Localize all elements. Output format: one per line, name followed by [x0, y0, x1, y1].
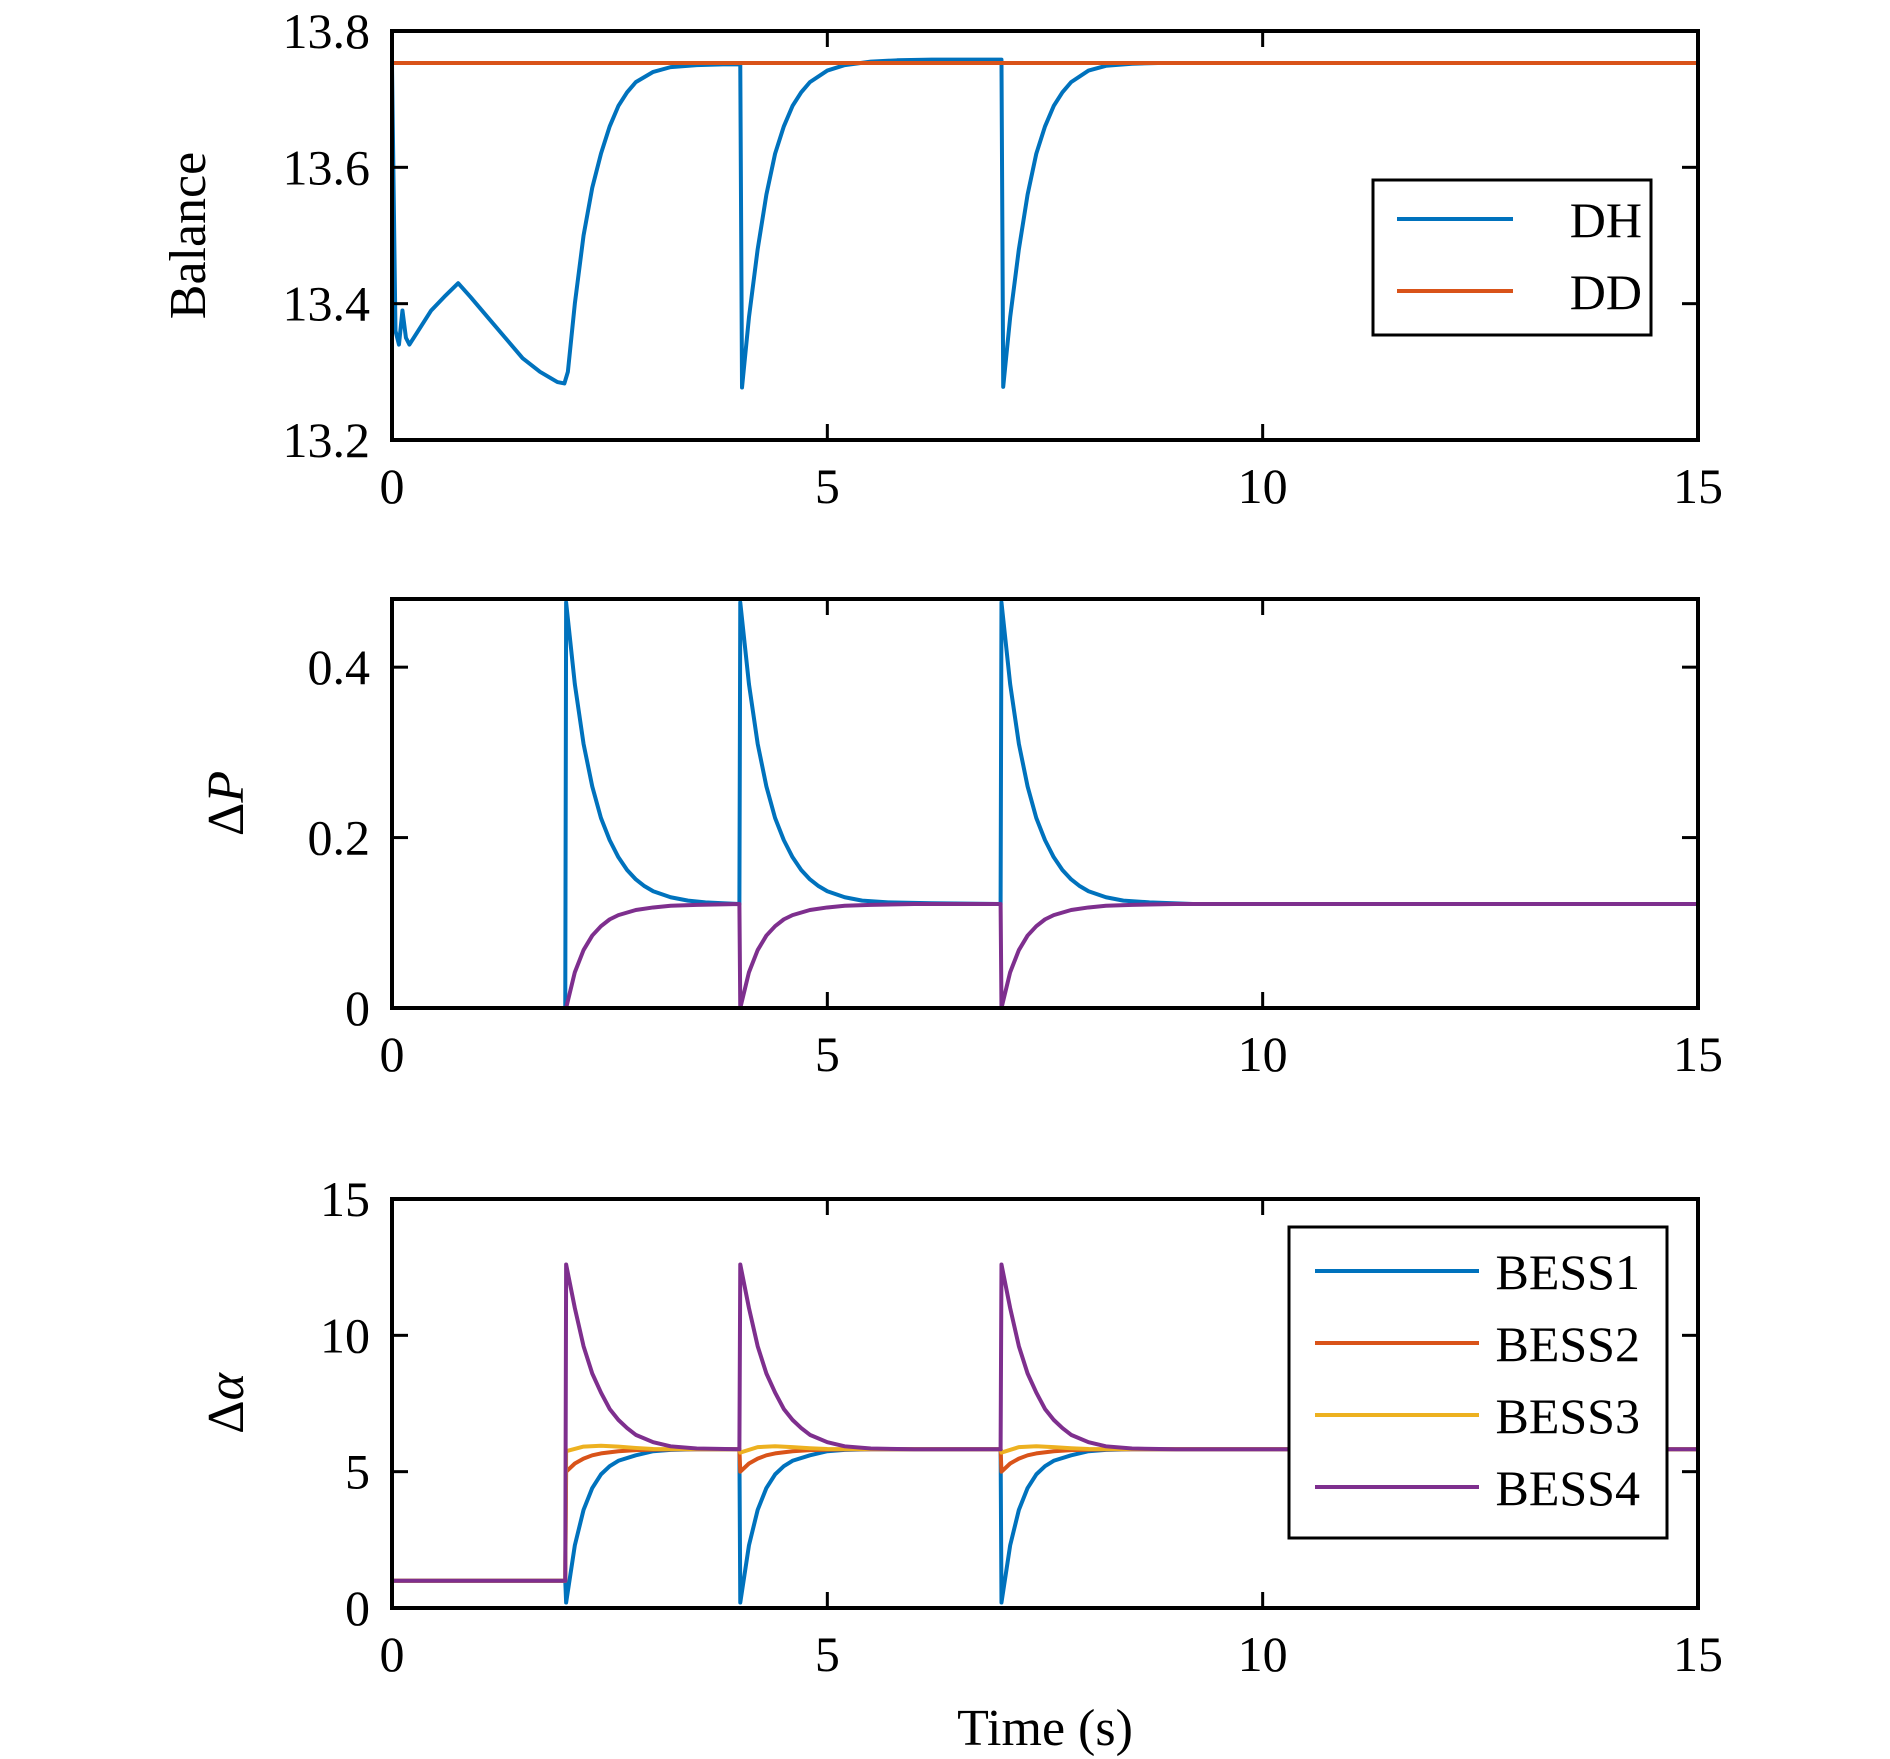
balance-legend: DH DD [1371, 178, 1653, 337]
delta-alpha-axes-frame [390, 1197, 1700, 1610]
balance-panel: 0 5 10 15 13.2 13.4 13.6 13.8 Balance DH DD [160, 3, 1723, 514]
delta-alpha-series-bess2-line [392, 1447, 1698, 1583]
balance-legend-box [1371, 178, 1653, 337]
delta-p-y-tick-label: 0.4 [308, 639, 371, 695]
delta-p-panel: 0 5 10 15 0 0.2 0.4 ΔP [198, 597, 1724, 1082]
balance-y-tick-label: 13.4 [283, 276, 371, 332]
delta-alpha-y-tick-label: 15 [320, 1171, 370, 1227]
delta-p-y-axis-label: ΔP [198, 771, 255, 836]
delta-p-x-tick-label: 15 [1673, 1026, 1723, 1082]
balance-axes-frame [390, 29, 1700, 442]
delta-alpha-tick-labels: 0 5 10 15 0 5 10 15 [320, 1171, 1723, 1682]
balance-tick-labels: 0 5 10 15 13.2 13.4 13.6 13.8 [283, 3, 1724, 514]
delta-alpha-x-tick-label: 0 [380, 1626, 405, 1682]
delta-alpha-panel: 0 5 10 15 0 5 10 15 Δα Time (s) BESS1 BESS2 BESS3… [198, 1171, 1723, 1757]
delta-alpha-series-bess3-line [392, 1443, 1698, 1583]
legend-label-bess1: BESS1 [1495, 1244, 1640, 1300]
delta-alpha-x-tick-label: 5 [815, 1626, 840, 1682]
balance-y-tick-label: 13.8 [283, 3, 371, 59]
balance-y-axis-label: Balance [160, 152, 217, 319]
bess-legend: BESS1 BESS2 BESS3 BESS4 [1287, 1225, 1669, 1540]
balance-x-tick-label: 15 [1673, 458, 1723, 514]
time-x-axis-label: Time (s) [957, 1700, 1133, 1757]
legend-label-bess2: BESS2 [1495, 1316, 1640, 1372]
legend-label-bess4: BESS4 [1495, 1460, 1640, 1516]
delta-alpha-y-tick-label: 10 [320, 1307, 370, 1363]
balance-x-tick-label: 10 [1238, 458, 1288, 514]
delta-p-y-tick-label: 0.2 [308, 810, 371, 866]
delta-p-tick-labels: 0 5 10 15 0 0.2 0.4 [308, 639, 1724, 1082]
legend-label-dh: DH [1570, 192, 1642, 248]
delta-alpha-x-tick-label: 10 [1238, 1626, 1288, 1682]
balance-series-dh-line [392, 57, 1698, 390]
delta-p-series-1-line [392, 600, 1698, 1008]
balance-x-tick-label: 0 [380, 458, 405, 514]
delta-p-axes-frame [390, 597, 1700, 1010]
legend-label-bess3: BESS3 [1495, 1388, 1640, 1444]
delta-alpha-plot-lines [392, 1262, 1698, 1605]
balance-y-tick-label: 13.2 [283, 412, 371, 468]
balance-plot-lines [392, 57, 1698, 390]
delta-alpha-y-tick-label: 0 [345, 1580, 370, 1636]
delta-alpha-series-bess1-line [392, 1447, 1698, 1605]
delta-alpha-y-axis-label: Δα [198, 1371, 255, 1433]
legend-label-dd: DD [1570, 264, 1642, 320]
delta-p-x-tick-label: 0 [380, 1026, 405, 1082]
delta-p-plot-lines [392, 600, 1698, 1008]
delta-alpha-series-bess4-line [392, 1262, 1698, 1583]
delta-alpha-y-tick-label: 5 [345, 1444, 370, 1500]
delta-alpha-x-tick-label: 15 [1673, 1626, 1723, 1682]
delta-p-series-2-line [392, 902, 1698, 1008]
delta-p-x-tick-label: 10 [1238, 1026, 1288, 1082]
balance-x-tick-label: 5 [815, 458, 840, 514]
delta-p-y-tick-label: 0 [345, 980, 370, 1036]
delta-p-x-tick-label: 5 [815, 1026, 840, 1082]
balance-y-tick-label: 13.6 [283, 139, 371, 195]
